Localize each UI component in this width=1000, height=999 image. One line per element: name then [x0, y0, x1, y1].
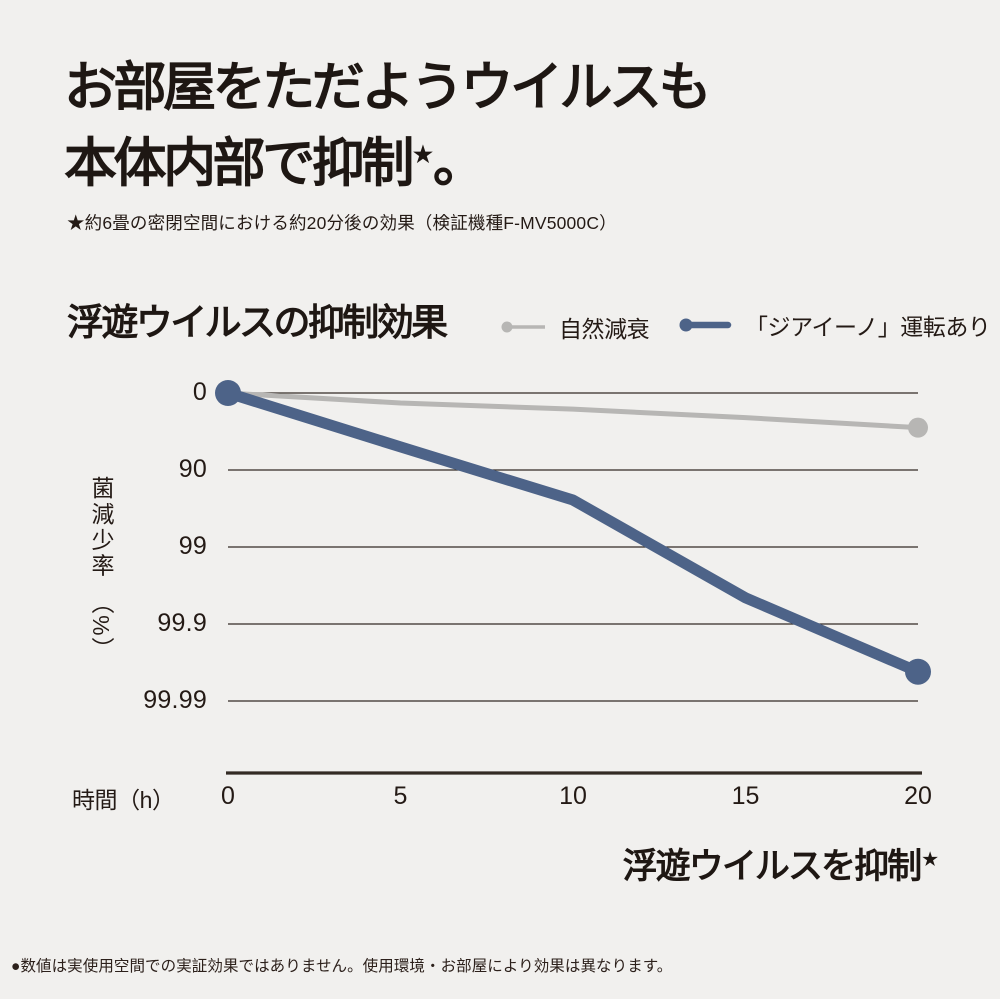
title-line2-text: 本体内部で抑制 [64, 134, 414, 193]
y-axis-title-main: 菌減少率 [88, 476, 114, 580]
x-tick-label: 15 [731, 782, 760, 810]
series-line-0 [225, 390, 921, 431]
legend-label-jiaino: 「ジアイーノ」運転あり [745, 314, 991, 340]
series-line-1 [222, 387, 924, 678]
y-axis-title-unit: （%） [88, 591, 114, 661]
series-end-marker [908, 417, 928, 438]
x-tick-label: 0 [221, 782, 235, 810]
legend-label-natural-decay: 自然減衰 [559, 316, 650, 342]
y-tick-label: 99 [178, 532, 207, 560]
y-tick-label: 0 [192, 378, 207, 406]
page-title: お部屋をただようウイルスも 本体内部で抑制★。 [64, 50, 712, 212]
condition-note: ★約6畳の密閉空間における約20分後の効果（検証機種F-MV5000C） [67, 213, 617, 233]
title-line1: お部屋をただようウイルスも [64, 58, 712, 117]
y-axis-title: 菌減少率 （%） [84, 476, 118, 661]
x-axis-title: 時間（h） [72, 787, 175, 813]
x-tick-label: 10 [559, 782, 587, 810]
series-end-marker [905, 658, 931, 685]
conclusion-footnote-star: ★ [922, 848, 938, 869]
title-period: 。 [432, 134, 486, 193]
y-tick-label: 99.99 [143, 686, 207, 714]
y-tick-label: 90 [178, 455, 207, 483]
legend-dot-blue [679, 318, 693, 332]
title-line2: 本体内部で抑制★。 [64, 126, 708, 212]
y-tick-label: 99.9 [157, 609, 207, 637]
legend-marker-gray-icon [501, 321, 545, 333]
legend-item-natural-decay: 自然減衰 [500, 310, 650, 344]
conclusion-text: 浮遊ウイルスを抑制 ★ [623, 838, 938, 889]
legend-item-jiaino: 「ジアイーノ」運転あり [678, 308, 991, 342]
disclaimer-text: ●数値は実使用空間での実証効果ではありません。使用環境・お部屋により効果は異なり… [11, 958, 673, 975]
x-tick-label: 20 [904, 782, 932, 810]
legend-dot-gray [501, 321, 513, 333]
title-footnote-star: ★ [412, 142, 433, 168]
legend-marker-blue-icon [679, 318, 732, 332]
conclusion-main: 浮遊ウイルスを抑制 [622, 847, 923, 886]
x-tick-label: 5 [393, 782, 408, 810]
chart-title: 浮遊ウイルスの抑制効果 [67, 302, 448, 343]
series-start-marker [215, 380, 241, 406]
